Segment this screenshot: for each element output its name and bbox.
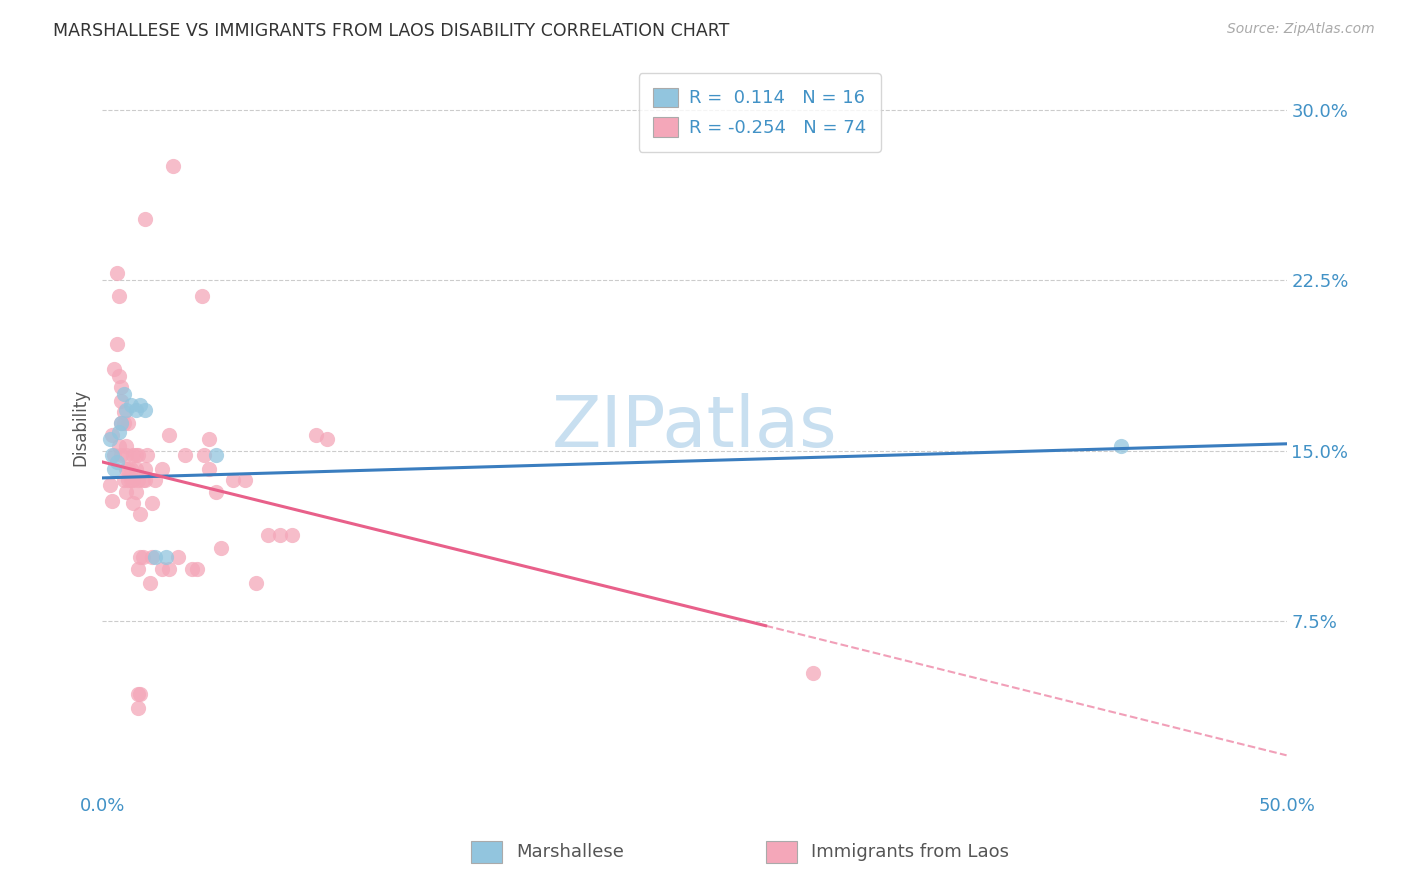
Point — [245, 575, 267, 590]
Point — [110, 448, 132, 462]
Point — [110, 417, 132, 431]
Point — [122, 448, 145, 462]
Point — [127, 473, 149, 487]
Point — [120, 462, 142, 476]
Point — [117, 417, 139, 431]
Point — [124, 402, 146, 417]
Point — [129, 687, 152, 701]
Point — [117, 473, 139, 487]
Point — [131, 550, 153, 565]
Point — [186, 562, 208, 576]
Point — [127, 448, 149, 462]
Point — [157, 562, 180, 576]
Point — [129, 398, 152, 412]
Point — [155, 550, 177, 565]
Point — [105, 455, 128, 469]
Point — [257, 527, 280, 541]
Point — [129, 550, 152, 565]
Point — [98, 432, 121, 446]
Point — [134, 402, 156, 417]
Point — [134, 462, 156, 476]
Point — [198, 462, 221, 476]
Point — [112, 405, 135, 419]
Point — [134, 211, 156, 226]
Point — [131, 473, 153, 487]
Point — [157, 427, 180, 442]
Point — [105, 266, 128, 280]
Point — [801, 666, 824, 681]
Point — [115, 448, 138, 462]
Point — [115, 462, 138, 476]
Point — [162, 160, 184, 174]
Point — [269, 527, 291, 541]
Point — [112, 473, 135, 487]
Point — [191, 289, 214, 303]
Point — [103, 361, 125, 376]
Point — [150, 462, 173, 476]
Point — [205, 484, 228, 499]
Point — [117, 462, 139, 476]
Point — [150, 562, 173, 576]
Point — [221, 473, 243, 487]
Point — [110, 417, 132, 431]
Point — [101, 448, 124, 462]
Point — [122, 473, 145, 487]
Point — [101, 493, 124, 508]
Point — [205, 448, 228, 462]
Point — [124, 484, 146, 499]
Point — [98, 477, 121, 491]
Point — [1109, 439, 1132, 453]
Text: MARSHALLESE VS IMMIGRANTS FROM LAOS DISABILITY CORRELATION CHART: MARSHALLESE VS IMMIGRANTS FROM LAOS DISA… — [53, 22, 730, 40]
Point — [141, 550, 163, 565]
Point — [174, 448, 197, 462]
Y-axis label: Disability: Disability — [72, 389, 89, 467]
Point — [122, 496, 145, 510]
Point — [129, 508, 152, 522]
Point — [101, 427, 124, 442]
Point — [120, 398, 142, 412]
Point — [304, 427, 326, 442]
Point — [112, 386, 135, 401]
Point — [139, 575, 162, 590]
Point — [134, 473, 156, 487]
Text: Immigrants from Laos: Immigrants from Laos — [811, 843, 1010, 862]
Point — [108, 425, 131, 440]
Point — [103, 448, 125, 462]
Point — [136, 448, 159, 462]
Point — [127, 562, 149, 576]
Point — [193, 448, 215, 462]
Point — [105, 336, 128, 351]
Point — [120, 473, 142, 487]
Point — [108, 289, 131, 303]
Point — [198, 432, 221, 446]
Text: ZIPatlas: ZIPatlas — [551, 393, 838, 462]
Point — [127, 700, 149, 714]
Point — [115, 402, 138, 417]
Point — [316, 432, 339, 446]
Point — [141, 496, 163, 510]
Point — [108, 368, 131, 383]
Point — [112, 417, 135, 431]
Text: Source: ZipAtlas.com: Source: ZipAtlas.com — [1227, 22, 1375, 37]
Point — [110, 393, 132, 408]
Point — [115, 484, 138, 499]
Point — [143, 473, 166, 487]
Point — [281, 527, 304, 541]
Point — [143, 550, 166, 565]
Point — [124, 448, 146, 462]
Point — [209, 541, 232, 556]
Point — [110, 380, 132, 394]
Point — [108, 439, 131, 453]
Point — [181, 562, 204, 576]
Point — [167, 550, 190, 565]
Point — [233, 473, 256, 487]
Point — [124, 462, 146, 476]
Text: Marshallese: Marshallese — [516, 843, 624, 862]
Legend: R =  0.114   N = 16, R = -0.254   N = 74: R = 0.114 N = 16, R = -0.254 N = 74 — [638, 73, 880, 152]
Point — [103, 462, 125, 476]
Point — [127, 687, 149, 701]
Point — [115, 439, 138, 453]
